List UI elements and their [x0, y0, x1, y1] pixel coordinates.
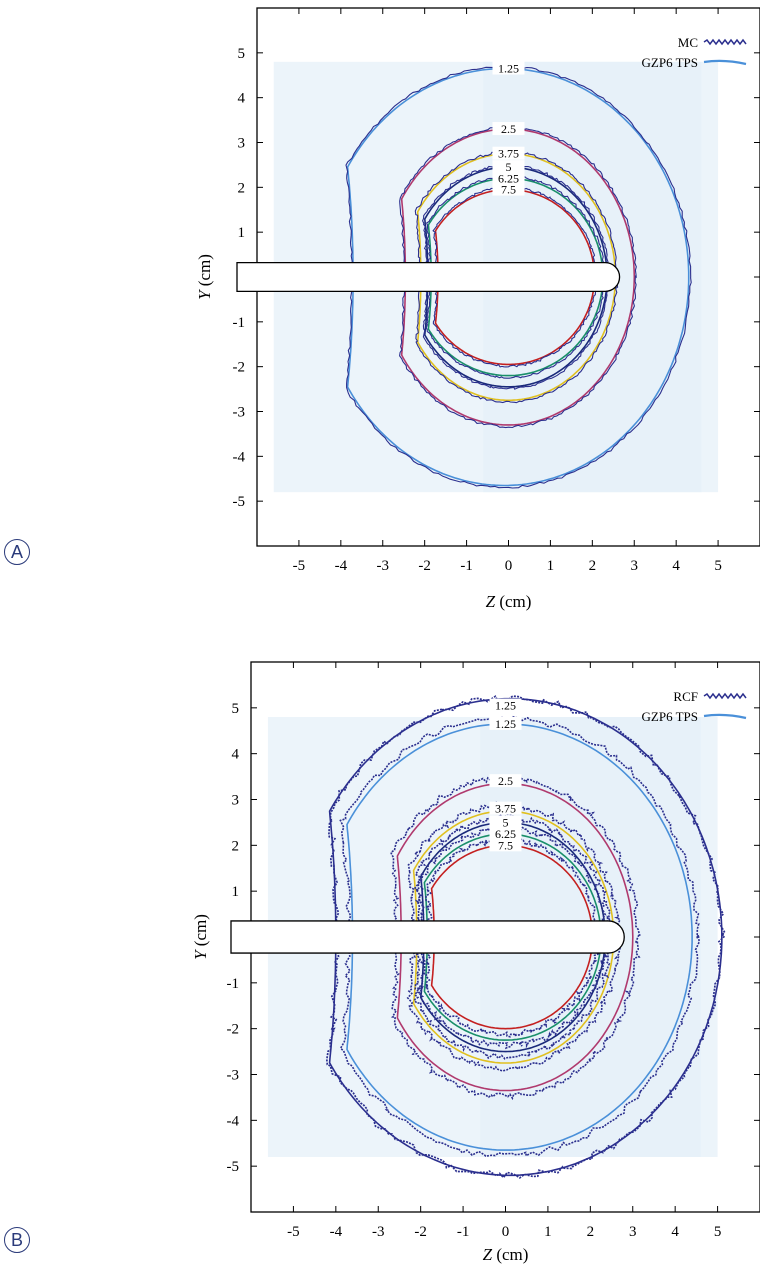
x-tick-label: -1: [460, 558, 473, 574]
y-tick-label: -5: [227, 1159, 240, 1175]
y-tick-label: -4: [233, 449, 246, 465]
x-tick-label: 5: [714, 1224, 722, 1240]
isodose-label-1.25: 1.25: [495, 717, 516, 731]
applicator-b: [230, 920, 625, 954]
isodose-label-bg: [489, 838, 522, 852]
isodose-label-2.5: 2.5: [501, 122, 516, 136]
legend-label: MC: [678, 35, 698, 50]
x-tick-label: 2: [589, 558, 597, 574]
x-tick-label: 5: [714, 558, 722, 574]
isodose-label-bg: [492, 122, 525, 136]
isodose-label-3.75: 3.75: [498, 147, 519, 161]
isodose-label-bg: [489, 698, 522, 712]
x-axis-label-b: Z (cm): [483, 1245, 529, 1264]
isodose-label-2.5: 2.5: [498, 774, 513, 788]
x-tick-label: -1: [457, 1224, 470, 1240]
isodose-label-bg: [489, 716, 522, 730]
legend-swatch-tps: [703, 713, 747, 720]
x-tick-label: 3: [631, 558, 639, 574]
isodose-label-6.25: 6.25: [498, 171, 519, 185]
isodose-label-5: 5: [503, 815, 509, 829]
y-tick-label: -1: [227, 976, 240, 992]
x-tick-label: 0: [505, 558, 513, 574]
y-tick-label: 2: [238, 180, 246, 196]
y-tick-label: 2: [232, 838, 240, 854]
chart-b-svg: -5-4-3-2-1012345-5-4-3-2-10123451.251.25…: [191, 661, 760, 1264]
x-tick-label: -5: [287, 1224, 300, 1240]
isodose-label-3.75: 3.75: [495, 802, 516, 816]
x-tick-label: 1: [544, 1224, 552, 1240]
y-axis-label-b: Y (cm): [191, 914, 210, 960]
isodose-label-bg: [489, 774, 522, 788]
legend-swatch-measured: [703, 692, 747, 700]
isodose-label-1.25: 1.25: [498, 62, 519, 76]
legend-label: RCF: [673, 689, 698, 704]
y-tick-label: -5: [233, 494, 246, 510]
panel-label-b: B: [4, 1227, 30, 1253]
y-tick-label: 4: [238, 91, 246, 107]
isodose-label-bg: [492, 146, 525, 160]
isodose-label-bg: [489, 826, 522, 840]
y-tick-label: -1: [233, 315, 246, 331]
y-tick-label: 5: [232, 701, 240, 717]
x-tick-label: -2: [414, 1224, 427, 1240]
x-tick-label: -3: [377, 558, 390, 574]
x-tick-label: -5: [293, 558, 306, 574]
legend-swatch-measured: [703, 38, 747, 46]
y-tick-label: -2: [233, 360, 246, 376]
y-tick-label: 1: [232, 884, 240, 900]
y-tick-label: -2: [227, 1022, 240, 1038]
isodose-label-5: 5: [506, 160, 512, 174]
legend-label: GZP6 TPS: [642, 55, 698, 70]
x-tick-label: -2: [418, 558, 431, 574]
isodose-label-bg: [489, 801, 522, 815]
legend-a: MC GZP6 TPS: [642, 35, 747, 70]
x-tick-label: 2: [587, 1224, 595, 1240]
x-axis-label-a: Z (cm): [486, 592, 532, 611]
y-tick-label: -3: [233, 405, 246, 421]
y-tick-label: 3: [232, 793, 240, 809]
applicator-a: [236, 262, 621, 292]
y-tick-label: 5: [238, 46, 246, 62]
chart-a-svg: -5-4-3-2-1012345-5-4-3-2-10123451.252.53…: [195, 7, 760, 611]
x-tick-label: 4: [672, 558, 680, 574]
y-tick-label: -4: [227, 1113, 240, 1129]
isodose-measured-7.5: [424, 837, 601, 1038]
panel-label-a: A: [4, 539, 30, 565]
isodose-label-bg: [489, 815, 522, 829]
legend-b: RCF GZP6 TPS: [642, 689, 747, 724]
isodose-label-bg: [492, 171, 525, 185]
y-tick-label: 4: [232, 747, 240, 763]
x-tick-label: -4: [330, 1224, 343, 1240]
y-axis-label-a: Y (cm): [195, 254, 214, 300]
legend-label: GZP6 TPS: [642, 709, 698, 724]
y-tick-label: -3: [227, 1068, 240, 1084]
isodose-label-7.5: 7.5: [501, 183, 516, 197]
isodose-label-bg: [492, 61, 525, 75]
isodose-label-6.25: 6.25: [495, 827, 516, 841]
isodose-label-7.5: 7.5: [498, 838, 513, 852]
x-tick-label: -4: [335, 558, 348, 574]
isodose-label-1.25: 1.25: [495, 699, 516, 713]
x-tick-label: -3: [372, 1224, 385, 1240]
isodose-label-bg: [492, 160, 525, 174]
legend-swatch-tps: [703, 59, 747, 66]
x-tick-label: 1: [547, 558, 555, 574]
x-tick-label: 0: [502, 1224, 510, 1240]
isodose-label-bg: [492, 182, 525, 196]
y-tick-label: 3: [238, 136, 246, 152]
x-tick-label: 4: [671, 1224, 679, 1240]
y-tick-label: 1: [238, 225, 246, 241]
x-tick-label: 3: [629, 1224, 637, 1240]
